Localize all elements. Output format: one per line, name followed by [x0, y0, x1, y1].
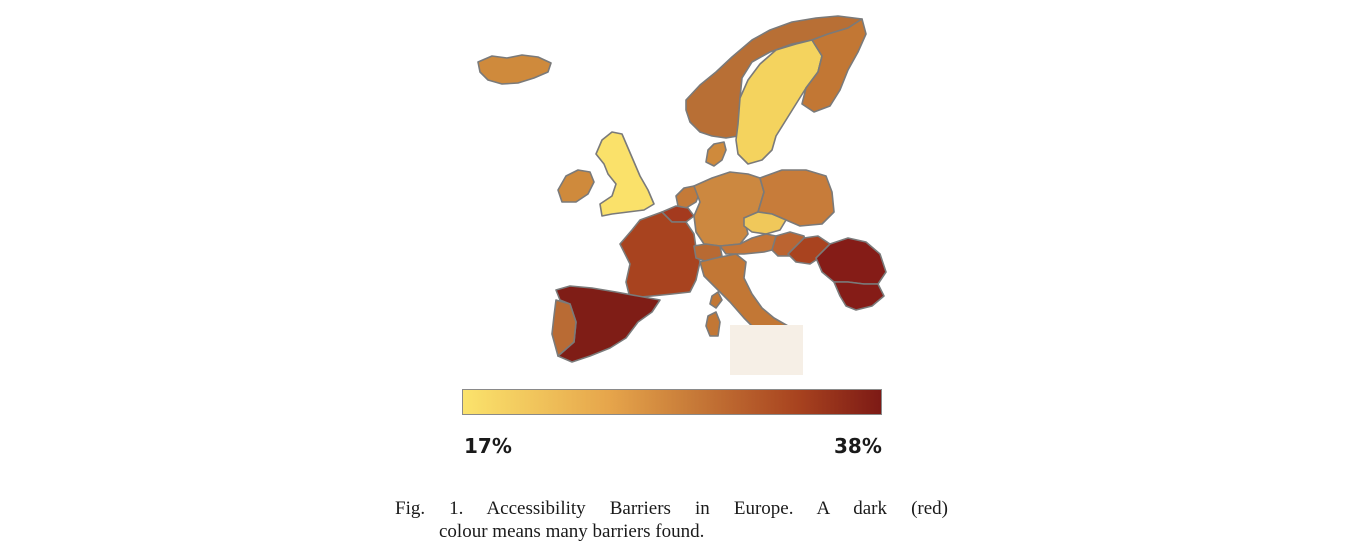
country-greece	[833, 281, 885, 311]
inset-box	[730, 325, 803, 375]
country-france	[619, 211, 701, 299]
figure-caption: Fig. 1. Accessibility Barriers in Europe…	[395, 497, 955, 543]
country-denmark	[705, 141, 727, 167]
countries-layer	[477, 15, 887, 363]
country-united-kingdom	[595, 131, 655, 217]
country-czech-republic	[743, 211, 787, 235]
country-iceland	[477, 54, 552, 85]
country-finland	[801, 18, 867, 113]
caption-line-1: Fig. 1. Accessibility Barriers in Europe…	[395, 498, 948, 519]
country-portugal	[551, 299, 577, 357]
color-scale-bar	[462, 389, 882, 415]
country-ireland	[557, 169, 595, 203]
europe-map	[477, 15, 887, 375]
country-sardinia	[705, 311, 721, 337]
country-sweden	[735, 39, 823, 165]
caption-line-2: colour means many barriers found.	[439, 521, 705, 542]
legend-min-label: 17%	[464, 434, 512, 458]
legend-max-label: 38%	[834, 434, 882, 458]
country-germany	[693, 171, 765, 247]
country-bulgaria	[815, 237, 887, 285]
country-corsica	[709, 291, 723, 309]
